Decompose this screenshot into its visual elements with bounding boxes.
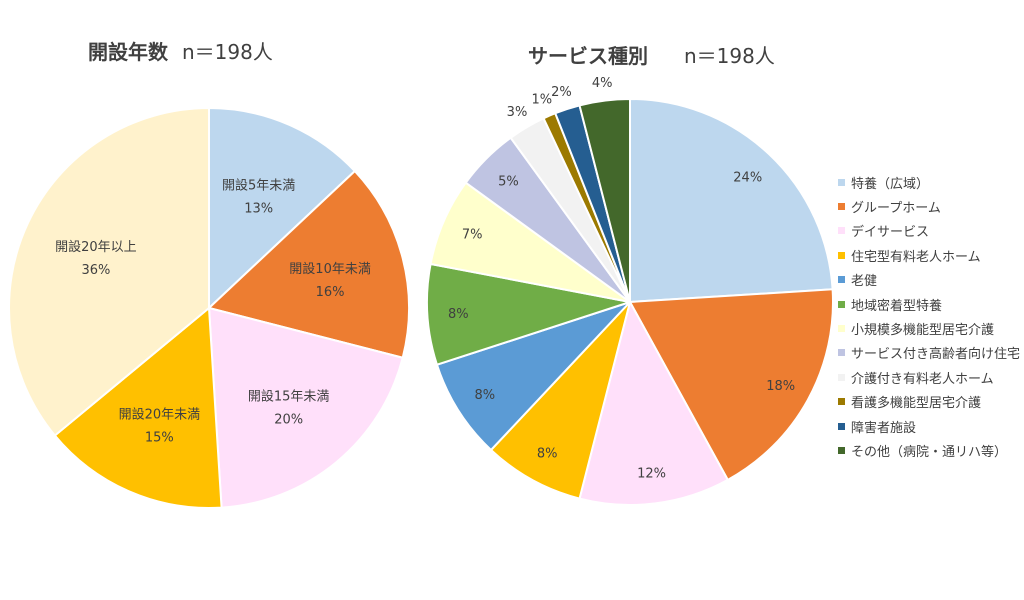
legend-swatch-9 bbox=[838, 398, 845, 406]
years-value-label-1: 16% bbox=[316, 285, 345, 300]
legend-swatch-10 bbox=[838, 422, 845, 430]
years-value-label-4: 36% bbox=[81, 263, 110, 278]
legend-label-6: 小規模多機能型居宅介護 bbox=[851, 323, 995, 339]
legend-item-8: 介護付き有料老人ホーム bbox=[838, 365, 1020, 389]
years-category-label-0: 開設5年未満 bbox=[222, 177, 295, 193]
chart-title-service-text: サービス種別 bbox=[528, 44, 648, 68]
years-slice-0 bbox=[208, 106, 357, 311]
service-label-5: 8% bbox=[448, 307, 469, 322]
legend-item-9: 看護多機能型居宅介護 bbox=[838, 390, 1020, 414]
years-label-2: 開設15年未満 20% bbox=[248, 388, 330, 427]
service-label-4: 8% bbox=[474, 388, 495, 403]
chart-title-years-text: 開設年数 bbox=[88, 40, 168, 64]
legend-swatch-2 bbox=[838, 227, 845, 235]
years-category-label-1: 開設10年未満 bbox=[289, 261, 371, 277]
service-slice-2 bbox=[578, 299, 730, 506]
years-value-label-3: 15% bbox=[145, 431, 174, 446]
legend-item-1: グループホーム bbox=[838, 194, 1020, 218]
legend-swatch-4 bbox=[838, 276, 845, 284]
chart-title-service: サービス種別 n＝198人 bbox=[528, 40, 775, 69]
service-label-11: 4% bbox=[592, 76, 613, 91]
legend-swatch-0 bbox=[838, 178, 845, 186]
legend-label-7: サービス付き高齢者向け住宅 bbox=[851, 347, 1021, 363]
years-category-label-3: 開設20年未満 bbox=[119, 407, 201, 423]
legend-label-10: 障害者施設 bbox=[851, 420, 917, 436]
legend-item-5: 地域密着型特養 bbox=[838, 292, 1020, 316]
legend-swatch-3 bbox=[838, 251, 845, 259]
legend-swatch-11 bbox=[838, 446, 845, 454]
service-slice-3 bbox=[489, 301, 631, 500]
years-value-label-2: 20% bbox=[274, 412, 303, 427]
legend-item-0: 特養（広域） bbox=[838, 170, 1020, 194]
legend-item-2: デイサービス bbox=[838, 219, 1020, 243]
service-label-9: 1% bbox=[532, 92, 553, 107]
years-value-label-0: 13% bbox=[244, 201, 273, 216]
legend-swatch-1 bbox=[838, 203, 845, 211]
chart-subtitle-years: n＝198人 bbox=[182, 40, 273, 64]
legend-label-11: その他（病院・通リハ等） bbox=[851, 444, 1008, 460]
legend-swatch-8 bbox=[838, 373, 845, 381]
chart-title-years: 開設年数 n＝198人 bbox=[88, 36, 273, 65]
service-legend: 特養（広域） グループホーム デイサービス住宅型有料老人ホーム 老健地域密着型特養小規… bbox=[838, 170, 1020, 463]
years-label-0: 開設5年未満 13% bbox=[222, 177, 295, 216]
service-slice-11 bbox=[578, 97, 631, 303]
legend-item-10: 障害者施設 bbox=[838, 414, 1020, 438]
legend-label-3: 住宅型有料老人ホーム bbox=[851, 249, 981, 265]
service-slice-5 bbox=[426, 262, 631, 366]
years-category-label-2: 開設15年未満 bbox=[248, 388, 330, 404]
years-slice-1 bbox=[206, 169, 410, 359]
legend-swatch-5 bbox=[838, 300, 845, 308]
service-label-7: 5% bbox=[498, 174, 519, 189]
service-label-1: 18% bbox=[766, 379, 795, 394]
years-label-3: 開設20年未満 15% bbox=[119, 407, 201, 446]
service-label-0: 24% bbox=[733, 171, 762, 186]
years-label-4: 開設20年以上 36% bbox=[55, 239, 137, 278]
years-category-label-4: 開設20年以上 bbox=[55, 239, 137, 255]
legend-item-4: 老健 bbox=[838, 268, 1020, 292]
service-slice-0 bbox=[629, 97, 834, 304]
years-slice-3 bbox=[53, 305, 223, 509]
legend-item-11: その他（病院・通リハ等） bbox=[838, 438, 1020, 462]
legend-label-2: デイサービス bbox=[851, 225, 930, 241]
chart-subtitle-service: n＝198人 bbox=[684, 44, 775, 68]
legend-swatch-7 bbox=[838, 349, 845, 357]
legend-label-1: グループホーム bbox=[851, 201, 941, 217]
legend-label-8: 介護付き有料老人ホーム bbox=[851, 371, 994, 387]
legend-item-3: 住宅型有料老人ホーム bbox=[838, 243, 1020, 267]
service-slice-1 bbox=[628, 288, 834, 482]
legend-swatch-6 bbox=[838, 325, 845, 333]
service-label-3: 8% bbox=[537, 447, 558, 462]
years-label-1: 開設10年未満 16% bbox=[289, 261, 371, 300]
service-slice-4 bbox=[435, 301, 631, 452]
service-label-2: 12% bbox=[637, 467, 666, 482]
years-slice-4 bbox=[8, 106, 210, 437]
legend-label-4: 老健 bbox=[851, 274, 878, 290]
service-label-10: 2% bbox=[551, 85, 572, 100]
legend-item-6: 小規模多機能型居宅介護 bbox=[838, 316, 1020, 340]
legend-label-9: 看護多機能型居宅介護 bbox=[851, 396, 982, 412]
service-label-6: 7% bbox=[462, 228, 483, 243]
years-slice-2 bbox=[207, 306, 404, 509]
legend-label-0: 特養（広域） bbox=[851, 176, 930, 192]
legend-label-5: 地域密着型特養 bbox=[851, 298, 943, 314]
service-label-8: 3% bbox=[507, 105, 528, 120]
legend-item-7: サービス付き高齢者向け住宅 bbox=[838, 341, 1020, 365]
